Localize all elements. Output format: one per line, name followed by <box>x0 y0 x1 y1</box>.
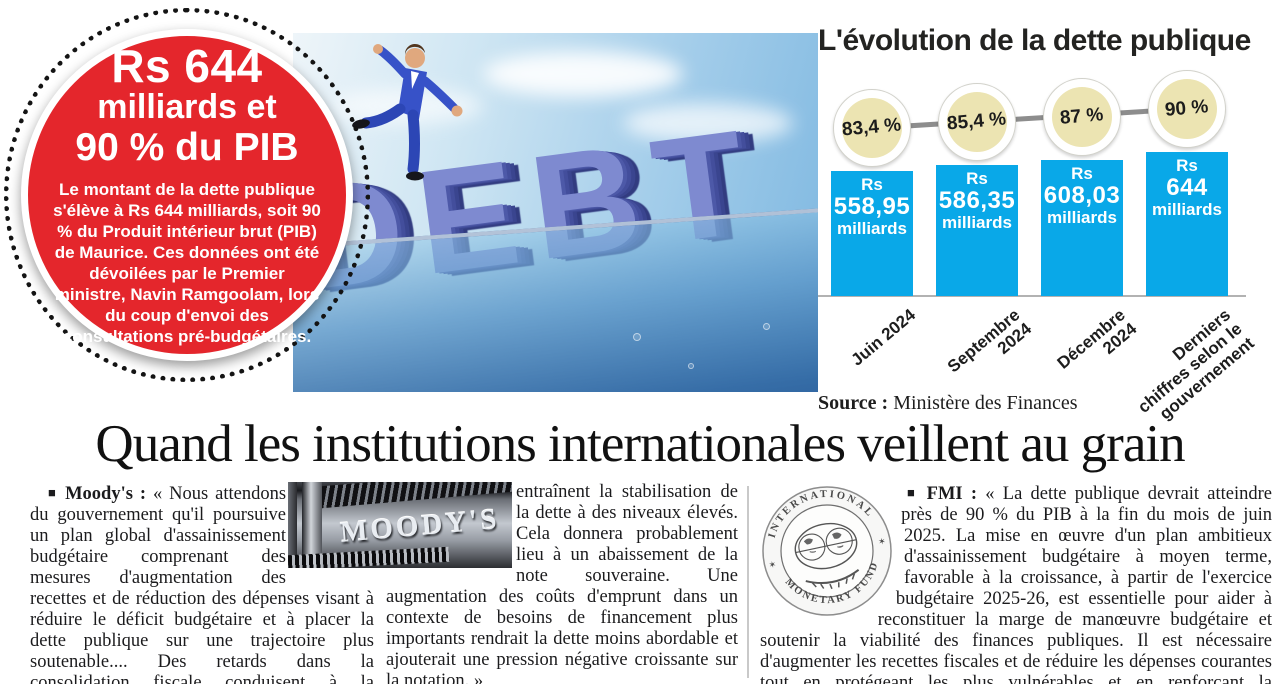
axis-baseline <box>818 295 1246 297</box>
cloud <box>623 103 793 143</box>
badge-heading-line1: Rs 644 <box>111 39 263 92</box>
debt-badge: Rs 644 milliards et 90 % du PIB Le monta… <box>4 8 370 382</box>
article-column-moodys: ■ Moody's : « Nous attendons du gouverne… <box>30 482 374 684</box>
chart-column: 83,4 % Rs 558,95 milliards <box>831 64 913 296</box>
bar-value: 558,95 <box>833 192 911 220</box>
percent-circle: 87 % <box>1043 78 1121 156</box>
chart-source: Source : Ministère des Finances <box>818 392 1078 415</box>
debt-bar: Rs 644 milliards <box>1146 152 1228 296</box>
percent-label: 85,4 % <box>946 108 1008 135</box>
x-axis-label: Septembre 2024 <box>944 305 1036 377</box>
bubble <box>688 363 694 369</box>
bar-unit: milliards <box>837 219 907 239</box>
x-axis-label: Juin 2024 <box>846 305 919 370</box>
bar-unit: milliards <box>1047 208 1117 228</box>
x-axis-label: Décembre 2024 <box>1053 305 1141 373</box>
moodys-lead: Moody's : <box>65 484 147 504</box>
chart-column: 85,4 % Rs 586,35 milliards <box>936 64 1018 296</box>
moodys-text-part2: entraînent la stabilisation de la dette … <box>386 482 738 684</box>
badge-heading: Rs 644 milliards et 90 % du PIB <box>75 39 299 170</box>
chart-columns: 83,4 % Rs 558,95 milliards 85,4 % Rs 586… <box>831 64 1267 296</box>
metal-strip <box>288 482 297 568</box>
moodys-paragraph-continued: entraînent la stabilisation de la dette … <box>386 482 738 684</box>
bar-value: 608,03 <box>1043 181 1121 209</box>
badge-heading-line3: 90 % du PIB <box>75 126 299 170</box>
bar-currency: Rs <box>1176 156 1198 175</box>
column-divider <box>747 486 749 678</box>
debt-badge-circle: Rs 644 milliards et 90 % du PIB Le monta… <box>21 29 353 361</box>
bubble <box>763 323 770 330</box>
seal-star: ✶ <box>877 536 886 547</box>
source-value: Ministère des Finances <box>893 392 1078 414</box>
metal-strip <box>302 482 322 568</box>
bar-unit: milliards <box>1152 200 1222 220</box>
percent-label: 90 % <box>1164 96 1210 121</box>
source-label: Source : <box>818 392 889 414</box>
percent-circle: 83,4 % <box>833 89 911 167</box>
balancing-man-figure <box>352 43 463 181</box>
article-column-continuation: entraînent la stabilisation de la dette … <box>386 482 738 684</box>
debt-bar: Rs 608,03 milliards <box>1041 160 1123 296</box>
fmi-text: « La dette publique devrait atteindre pr… <box>760 484 1273 684</box>
badge-body-text: Le montant de la dette publique s'élève … <box>53 179 321 347</box>
public-debt-chart: L'évolution de la dette publique 83,4 % … <box>818 24 1280 424</box>
chart-column: 87 % Rs 608,03 milliards <box>1041 64 1123 296</box>
chart-column: 90 % Rs 644 milliards <box>1146 64 1228 296</box>
article-headline: Quand les institutions internationales v… <box>95 415 1185 473</box>
debt-bar: Rs 558,95 milliards <box>831 171 913 296</box>
cloud <box>483 51 683 97</box>
bar-value: 586,35 <box>938 186 1016 214</box>
bar-currency: Rs <box>1071 164 1093 183</box>
bullet-square: ■ <box>48 485 59 500</box>
bullet-square: ■ <box>906 485 919 500</box>
bubble <box>633 333 641 341</box>
article-column-fmi: INTERNATIONAL MONETARY FUND ✶ ✶ ■ <box>759 479 1272 684</box>
chart-title: L'évolution de la dette publique <box>818 24 1251 57</box>
moodys-sign-text: MOODY'S <box>338 503 501 549</box>
bar-currency: Rs <box>966 169 988 188</box>
imf-seal: INTERNATIONAL MONETARY FUND ✶ ✶ <box>759 479 894 618</box>
x-axis-label: Derniers chiffres selon le gouvernement <box>1134 305 1258 424</box>
moodys-paragraph: ■ Moody's : « Nous attendons du gouverne… <box>30 482 374 684</box>
percent-label: 87 % <box>1059 104 1105 129</box>
percent-circle: 85,4 % <box>938 83 1016 161</box>
bar-unit: milliards <box>942 213 1012 233</box>
bar-value: 644 <box>1166 173 1208 201</box>
debt-hero-photo: DEBT <box>293 33 818 392</box>
debt-bar: Rs 586,35 milliards <box>936 165 1018 296</box>
badge-heading-line2: milliards et <box>97 88 277 127</box>
percent-circle: 90 % <box>1148 70 1226 148</box>
percent-label: 83,4 % <box>841 114 903 141</box>
moodys-text-part1: « Nous attendons du gouvernement qu'il p… <box>30 484 374 684</box>
fmi-paragraph: ■ FMI : « La dette publique devrait atte… <box>760 482 1272 684</box>
bar-currency: Rs <box>861 175 883 194</box>
moodys-photo: MOODY'S <box>288 482 512 568</box>
seal-star: ✶ <box>768 559 777 570</box>
fmi-lead: FMI : <box>926 484 978 504</box>
